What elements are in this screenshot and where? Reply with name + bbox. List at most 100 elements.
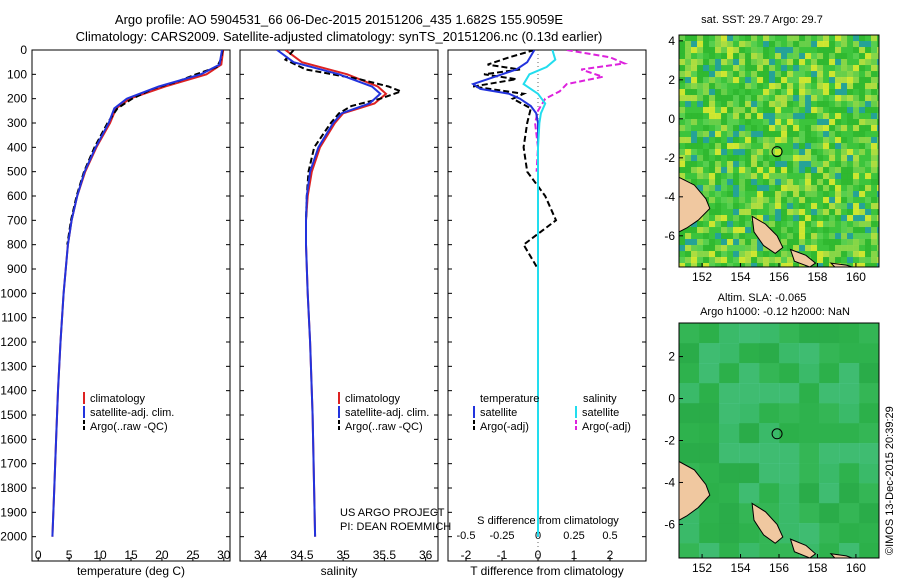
map-cell bbox=[877, 203, 879, 210]
map-cell bbox=[835, 95, 842, 102]
map-cell bbox=[871, 185, 878, 192]
map-cell bbox=[739, 233, 746, 240]
map-cell bbox=[697, 251, 704, 258]
map-cell bbox=[799, 239, 806, 246]
map-cell bbox=[793, 239, 800, 246]
map-cell bbox=[859, 383, 879, 404]
map-cell bbox=[721, 227, 728, 234]
map-cell bbox=[715, 251, 722, 258]
map-cell bbox=[811, 77, 818, 84]
map-cell bbox=[759, 443, 780, 464]
map-cell bbox=[829, 65, 836, 72]
header-line2: Climatology: CARS2009. Satellite-adjuste… bbox=[76, 29, 603, 44]
map-cell bbox=[763, 47, 770, 54]
map-cell bbox=[811, 131, 818, 138]
map-cell bbox=[739, 113, 746, 120]
temperature-xlabel: temperature (deg C) bbox=[77, 564, 185, 578]
map-cell bbox=[757, 197, 764, 204]
map-cell bbox=[811, 137, 818, 144]
map-cell bbox=[817, 191, 824, 198]
map-cell bbox=[871, 95, 878, 102]
map-cell bbox=[871, 227, 878, 234]
map-cell bbox=[769, 263, 776, 267]
map-cell bbox=[823, 251, 830, 258]
map-cell bbox=[679, 131, 686, 138]
map-cell bbox=[859, 125, 866, 132]
map-cell bbox=[847, 149, 854, 156]
map-cell bbox=[715, 47, 722, 54]
map-cell bbox=[853, 209, 860, 216]
map-cell bbox=[745, 119, 752, 126]
map-cell bbox=[787, 215, 794, 222]
map-cell bbox=[799, 383, 820, 404]
map-cell bbox=[793, 107, 800, 114]
map-cell bbox=[811, 179, 818, 186]
map-cell bbox=[691, 83, 698, 90]
x-tick-label: 36 bbox=[419, 548, 433, 562]
salinity-xlabel: salinity bbox=[321, 564, 358, 578]
map-cell bbox=[757, 53, 764, 60]
map-cell bbox=[703, 47, 710, 54]
x-tick-label: 34 bbox=[254, 548, 268, 562]
map-cell bbox=[727, 173, 734, 180]
map-cell bbox=[799, 53, 806, 60]
map-cell bbox=[859, 251, 866, 258]
map-cell bbox=[811, 167, 818, 174]
map-cell bbox=[757, 191, 764, 198]
map-cell bbox=[799, 143, 806, 150]
map-cell bbox=[697, 239, 704, 246]
map-cell bbox=[841, 257, 848, 264]
map-cell bbox=[793, 137, 800, 144]
map-cell bbox=[859, 483, 879, 504]
map-cell bbox=[817, 95, 824, 102]
map-cell bbox=[823, 71, 830, 78]
map-cell bbox=[805, 197, 812, 204]
map-cell bbox=[805, 131, 812, 138]
map-cell bbox=[775, 251, 782, 258]
map-cell bbox=[757, 245, 764, 252]
map-cell bbox=[757, 125, 764, 132]
map-cell bbox=[721, 239, 728, 246]
map-cell bbox=[763, 83, 770, 90]
map-cell bbox=[775, 161, 782, 168]
map-cell bbox=[787, 209, 794, 216]
map-cell bbox=[739, 239, 746, 246]
map-cell bbox=[805, 203, 812, 210]
map-cell bbox=[703, 107, 710, 114]
map-cell bbox=[697, 65, 704, 72]
map-cell bbox=[805, 251, 812, 258]
map-cell bbox=[763, 215, 770, 222]
map-cell bbox=[865, 167, 872, 174]
map-cell bbox=[757, 173, 764, 180]
map-cell bbox=[799, 343, 820, 364]
map-cell bbox=[769, 47, 776, 54]
map-cell bbox=[751, 167, 758, 174]
map-x-tick-label: 158 bbox=[807, 561, 827, 575]
map-cell bbox=[715, 95, 722, 102]
map-cell bbox=[703, 191, 710, 198]
map-cell bbox=[781, 125, 788, 132]
map-cell bbox=[703, 95, 710, 102]
map-cell bbox=[781, 89, 788, 96]
map-cell bbox=[817, 245, 824, 252]
map-cell bbox=[847, 161, 854, 168]
map-cell bbox=[853, 185, 860, 192]
temperature-legend: climatology satellite-adj. clim. Argo(..… bbox=[83, 392, 174, 433]
map-cell bbox=[759, 363, 780, 384]
map-cell bbox=[759, 543, 780, 558]
map-cell bbox=[703, 65, 710, 72]
map-cell bbox=[811, 47, 818, 54]
map-cell bbox=[757, 215, 764, 222]
map-cell bbox=[799, 161, 806, 168]
map-cell bbox=[829, 227, 836, 234]
map-cell bbox=[819, 463, 840, 484]
map-cell bbox=[793, 173, 800, 180]
map-cell bbox=[829, 113, 836, 120]
map-cell bbox=[727, 137, 734, 144]
map-cell bbox=[697, 137, 704, 144]
map-cell bbox=[799, 185, 806, 192]
map-cell bbox=[847, 35, 854, 42]
map-cell bbox=[859, 173, 866, 180]
map-cell bbox=[823, 119, 830, 126]
map-cell bbox=[709, 227, 716, 234]
